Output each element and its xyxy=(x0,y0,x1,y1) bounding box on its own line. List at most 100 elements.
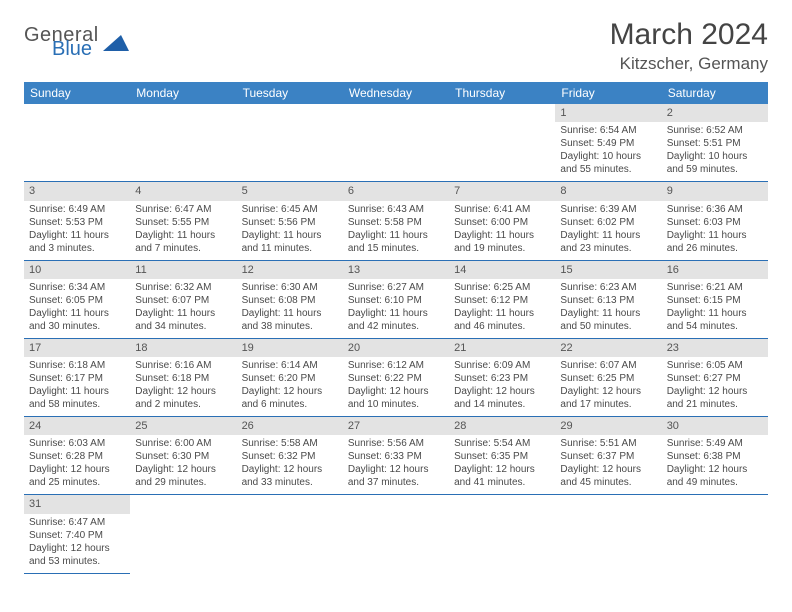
location-label: Kitzscher, Germany xyxy=(610,54,768,74)
calendar-cell: 11Sunrise: 6:32 AMSunset: 6:07 PMDayligh… xyxy=(130,260,236,338)
cell-line: Daylight: 10 hours xyxy=(667,150,763,163)
cell-line: Sunset: 6:32 PM xyxy=(242,450,338,463)
cell-line: and 7 minutes. xyxy=(135,242,231,255)
cell-line: Daylight: 11 hours xyxy=(667,229,763,242)
cell-line: and 37 minutes. xyxy=(348,476,444,489)
cell-line: Sunset: 5:56 PM xyxy=(242,216,338,229)
page-title: March 2024 xyxy=(610,18,768,52)
cell-line: Sunrise: 6:00 AM xyxy=(135,437,231,450)
day-number: 27 xyxy=(343,417,449,435)
cell-line: and 15 minutes. xyxy=(348,242,444,255)
calendar-week: 1Sunrise: 6:54 AMSunset: 5:49 PMDaylight… xyxy=(24,104,768,182)
calendar-cell: 25Sunrise: 6:00 AMSunset: 6:30 PMDayligh… xyxy=(130,417,236,495)
cell-line: Sunset: 6:00 PM xyxy=(454,216,550,229)
calendar-cell: 23Sunrise: 6:05 AMSunset: 6:27 PMDayligh… xyxy=(662,338,768,416)
calendar-cell xyxy=(130,495,236,573)
cell-line: and 25 minutes. xyxy=(29,476,125,489)
calendar-cell xyxy=(449,495,555,573)
cell-line: Daylight: 12 hours xyxy=(454,463,550,476)
calendar-week: 31Sunrise: 6:47 AMSunset: 7:40 PMDayligh… xyxy=(24,495,768,573)
day-number: 16 xyxy=(662,261,768,279)
cell-line: Daylight: 12 hours xyxy=(29,542,125,555)
cell-line: and 10 minutes. xyxy=(348,398,444,411)
day-number: 19 xyxy=(237,339,343,357)
cell-line: Sunrise: 6:52 AM xyxy=(667,124,763,137)
col-monday: Monday xyxy=(130,82,236,104)
cell-line: Sunset: 6:35 PM xyxy=(454,450,550,463)
cell-line: Daylight: 12 hours xyxy=(348,463,444,476)
cell-line: Sunset: 6:15 PM xyxy=(667,294,763,307)
cell-line: Sunrise: 6:47 AM xyxy=(135,203,231,216)
day-number: 18 xyxy=(130,339,236,357)
cell-line: Daylight: 11 hours xyxy=(135,307,231,320)
calendar-cell: 17Sunrise: 6:18 AMSunset: 6:17 PMDayligh… xyxy=(24,338,130,416)
cell-line: Sunset: 5:58 PM xyxy=(348,216,444,229)
col-saturday: Saturday xyxy=(662,82,768,104)
day-header-row: Sunday Monday Tuesday Wednesday Thursday… xyxy=(24,82,768,104)
day-number: 6 xyxy=(343,182,449,200)
col-thursday: Thursday xyxy=(449,82,555,104)
cell-line: Sunrise: 5:58 AM xyxy=(242,437,338,450)
cell-line: Sunrise: 5:49 AM xyxy=(667,437,763,450)
day-number: 14 xyxy=(449,261,555,279)
day-number: 23 xyxy=(662,339,768,357)
calendar-cell: 1Sunrise: 6:54 AMSunset: 5:49 PMDaylight… xyxy=(555,104,661,182)
cell-line: Sunrise: 6:36 AM xyxy=(667,203,763,216)
cell-line: Sunrise: 6:16 AM xyxy=(135,359,231,372)
cell-line: and 21 minutes. xyxy=(667,398,763,411)
cell-line: Daylight: 12 hours xyxy=(667,463,763,476)
calendar-cell: 10Sunrise: 6:34 AMSunset: 6:05 PMDayligh… xyxy=(24,260,130,338)
cell-line: Sunset: 6:23 PM xyxy=(454,372,550,385)
cell-line: and 50 minutes. xyxy=(560,320,656,333)
calendar-cell: 28Sunrise: 5:54 AMSunset: 6:35 PMDayligh… xyxy=(449,417,555,495)
day-number: 7 xyxy=(449,182,555,200)
cell-line: Sunrise: 6:41 AM xyxy=(454,203,550,216)
cell-line: Sunset: 6:27 PM xyxy=(667,372,763,385)
calendar-cell: 12Sunrise: 6:30 AMSunset: 6:08 PMDayligh… xyxy=(237,260,343,338)
calendar-cell xyxy=(449,104,555,182)
day-number: 5 xyxy=(237,182,343,200)
cell-line: Sunrise: 5:54 AM xyxy=(454,437,550,450)
calendar-cell xyxy=(130,104,236,182)
calendar-cell: 6Sunrise: 6:43 AMSunset: 5:58 PMDaylight… xyxy=(343,182,449,260)
calendar-cell: 14Sunrise: 6:25 AMSunset: 6:12 PMDayligh… xyxy=(449,260,555,338)
cell-line: and 26 minutes. xyxy=(667,242,763,255)
calendar-cell: 3Sunrise: 6:49 AMSunset: 5:53 PMDaylight… xyxy=(24,182,130,260)
cell-line: Sunset: 6:13 PM xyxy=(560,294,656,307)
day-number: 12 xyxy=(237,261,343,279)
cell-line: Sunrise: 6:21 AM xyxy=(667,281,763,294)
calendar-cell xyxy=(343,495,449,573)
cell-line: Sunset: 6:33 PM xyxy=(348,450,444,463)
header: General Blue March 2024 Kitzscher, Germa… xyxy=(24,18,768,74)
calendar-cell: 29Sunrise: 5:51 AMSunset: 6:37 PMDayligh… xyxy=(555,417,661,495)
cell-line: Sunset: 6:22 PM xyxy=(348,372,444,385)
col-wednesday: Wednesday xyxy=(343,82,449,104)
cell-line: Daylight: 12 hours xyxy=(242,385,338,398)
calendar-cell: 20Sunrise: 6:12 AMSunset: 6:22 PMDayligh… xyxy=(343,338,449,416)
cell-line: Daylight: 12 hours xyxy=(667,385,763,398)
cell-line: Sunset: 6:17 PM xyxy=(29,372,125,385)
cell-line: and 46 minutes. xyxy=(454,320,550,333)
day-number: 20 xyxy=(343,339,449,357)
calendar-cell: 31Sunrise: 6:47 AMSunset: 7:40 PMDayligh… xyxy=(24,495,130,573)
calendar-week: 24Sunrise: 6:03 AMSunset: 6:28 PMDayligh… xyxy=(24,417,768,495)
day-number: 2 xyxy=(662,104,768,122)
cell-line: Sunrise: 6:54 AM xyxy=(560,124,656,137)
cell-line: and 14 minutes. xyxy=(454,398,550,411)
cell-line: Sunrise: 5:56 AM xyxy=(348,437,444,450)
calendar-cell: 16Sunrise: 6:21 AMSunset: 6:15 PMDayligh… xyxy=(662,260,768,338)
calendar-cell: 30Sunrise: 5:49 AMSunset: 6:38 PMDayligh… xyxy=(662,417,768,495)
day-number: 25 xyxy=(130,417,236,435)
day-number: 8 xyxy=(555,182,661,200)
day-number: 17 xyxy=(24,339,130,357)
calendar-week: 10Sunrise: 6:34 AMSunset: 6:05 PMDayligh… xyxy=(24,260,768,338)
cell-line: Sunset: 6:37 PM xyxy=(560,450,656,463)
cell-line: Sunrise: 6:14 AM xyxy=(242,359,338,372)
cell-line: Sunset: 5:53 PM xyxy=(29,216,125,229)
day-number: 22 xyxy=(555,339,661,357)
cell-line: and 33 minutes. xyxy=(242,476,338,489)
calendar-cell: 2Sunrise: 6:52 AMSunset: 5:51 PMDaylight… xyxy=(662,104,768,182)
col-tuesday: Tuesday xyxy=(237,82,343,104)
cell-line: Daylight: 11 hours xyxy=(29,229,125,242)
calendar-cell xyxy=(24,104,130,182)
